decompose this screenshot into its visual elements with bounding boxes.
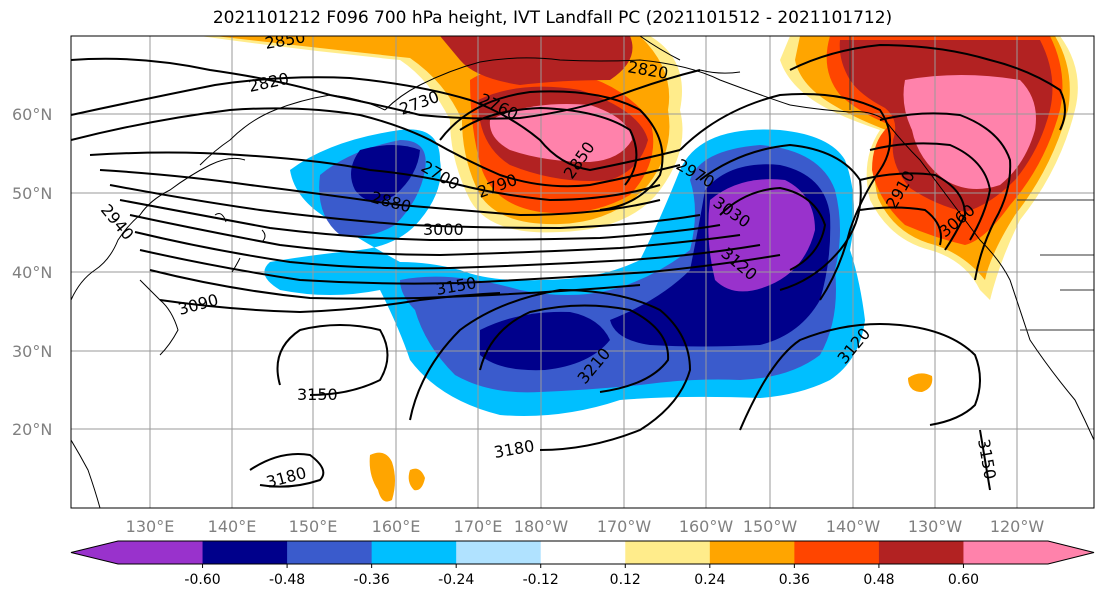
- positive-shade-max: [903, 75, 1036, 189]
- colorbar-tick-label: 0.24: [694, 572, 725, 588]
- colorbar-tick-label: 0.48: [863, 572, 894, 588]
- colorbar-segment: [371, 541, 457, 564]
- contour-line: [89, 151, 661, 202]
- colorbar-outline: [70, 540, 1095, 565]
- contour-line: [129, 214, 741, 257]
- ivt-shading: [200, 36, 1078, 502]
- lon-tick-label: 180°W: [514, 517, 569, 536]
- contour-line: [719, 186, 827, 271]
- graticule: [71, 36, 1094, 508]
- colorbar-tick-label: 0.12: [610, 572, 641, 588]
- lon-tick-label: 150°W: [743, 517, 798, 536]
- positive-shade-moderate: [369, 452, 395, 502]
- negative-shade-very-strong: [351, 145, 420, 202]
- lat-tick-label: 60°N: [12, 105, 52, 124]
- lat-tick-label: 50°N: [12, 184, 52, 203]
- lon-tick-label: 120°W: [990, 517, 1045, 536]
- positive-shade-moderate: [908, 373, 933, 392]
- bering-coast: [384, 57, 791, 111]
- colorbar-segment: [118, 541, 204, 564]
- contour-line: [459, 106, 638, 186]
- lat-tick-label: 30°N: [12, 342, 52, 361]
- contour-line: [109, 184, 701, 230]
- colorbar-tick-label: -0.12: [523, 572, 559, 588]
- colorbar-extend-high: [1048, 541, 1094, 564]
- contour-line: [789, 43, 1066, 131]
- lat-tick-label: 20°N: [12, 420, 52, 439]
- negative-shade-very-strong: [480, 311, 610, 371]
- contour-line: [159, 292, 501, 314]
- colorbar-segment: [878, 541, 964, 564]
- colorbar-tick-label: -0.48: [269, 572, 305, 588]
- lon-tick-label: 150°E: [289, 517, 338, 536]
- map-frame: [70, 35, 1095, 509]
- colorbar-segment: [540, 541, 626, 564]
- contour-line: [879, 112, 1012, 281]
- contour-line: [71, 76, 681, 172]
- lat-axis: 60°N 50°N 40°N 30°N 20°N: [12, 105, 52, 439]
- japan-coast: [139, 279, 179, 356]
- contour-line: [71, 57, 701, 120]
- contour-line: [739, 323, 981, 431]
- map-area: 2850 2820 2730 2760 2820 2700 2790 2850 …: [71, 36, 1094, 508]
- lon-tick-label: 170°E: [454, 517, 503, 536]
- colorbar-segment: [963, 541, 1049, 564]
- contour-line: [249, 453, 325, 488]
- colorbar-segment: [456, 541, 542, 564]
- borders: [1017, 199, 1094, 331]
- negative-shade-max: [708, 179, 815, 292]
- alaska-coast: [639, 36, 741, 74]
- lon-tick-label: 140°E: [208, 517, 257, 536]
- contour-line: [859, 172, 967, 251]
- contour-line: [276, 324, 389, 396]
- lon-tick-label: 160°W: [679, 517, 734, 536]
- positive-shade-max: [489, 104, 632, 162]
- positive-shade-very-strong: [440, 36, 633, 85]
- colorbar-segment: [287, 541, 373, 564]
- map-title: 2021101212 F096 700 hPa height, IVT Land…: [212, 8, 893, 28]
- colorbar: -0.60 -0.48 -0.36 -0.24 -0.12 0.12 0.24 0.36 0.4…: [70, 540, 1095, 588]
- lon-axis: 130°E 140°E 150°E 160°E 170°E 180°W 170°…: [126, 517, 1045, 536]
- lon-tick-label: 170°W: [597, 517, 652, 536]
- contour-label: 3150: [297, 385, 338, 404]
- colorbar-tick-label: 0.60: [948, 572, 979, 588]
- colorbar-tick-label: -0.60: [184, 572, 220, 588]
- asia-coast: [71, 157, 246, 301]
- colorbar-segment: [625, 541, 711, 564]
- positive-shade-moderate: [408, 468, 425, 491]
- philippines-coast: [71, 439, 101, 508]
- contour-line: [869, 142, 992, 241]
- colorbar-tick-label: -0.36: [354, 572, 390, 588]
- contour-line: [859, 206, 942, 246]
- contour-line: [71, 107, 681, 188]
- contour-label: 3000: [423, 220, 464, 239]
- contour-line: [679, 93, 891, 301]
- colorbar-segment: [709, 541, 795, 564]
- contour-line: [479, 304, 670, 393]
- contour-line: [439, 90, 664, 211]
- colorbar-extend-low: [71, 541, 118, 564]
- lat-tick-label: 40°N: [12, 263, 52, 282]
- contour-line: [979, 429, 991, 491]
- contour-line: [99, 169, 661, 217]
- contour-line: [409, 288, 692, 451]
- contour-line: [134, 231, 761, 270]
- colorbar-segment: [794, 541, 880, 564]
- lon-tick-label: 130°E: [126, 517, 175, 536]
- contour-line: [699, 143, 862, 291]
- colorbar-tick-label: 0.36: [779, 572, 810, 588]
- north-america-coast: [789, 104, 1094, 441]
- lon-tick-label: 140°W: [826, 517, 881, 536]
- contour-line: [119, 199, 721, 242]
- lon-tick-label: 130°W: [908, 517, 963, 536]
- colorbar-tick-label: -0.24: [438, 572, 474, 588]
- contour-line: [139, 249, 781, 285]
- height-contours: [71, 43, 1066, 491]
- lon-tick-label: 160°E: [372, 517, 421, 536]
- colorbar-segment: [202, 541, 288, 564]
